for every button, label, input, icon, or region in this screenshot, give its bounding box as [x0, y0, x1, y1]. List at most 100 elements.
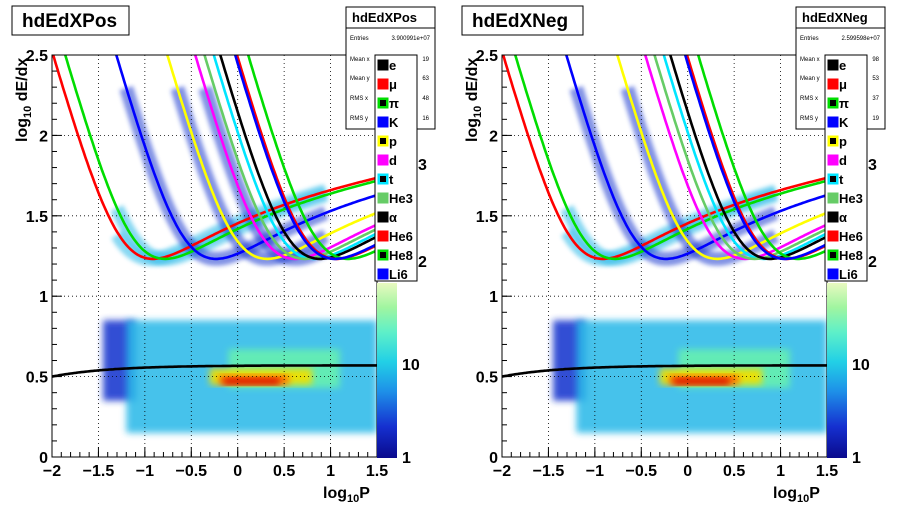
legend-swatch-inner — [830, 138, 836, 144]
x-tick-label: 1 — [326, 463, 335, 480]
stats-label-rmsy: RMS y — [800, 116, 818, 122]
y-tick-label: 2.5 — [476, 48, 498, 65]
legend-label: t — [389, 172, 394, 187]
legend-swatch-inner — [380, 157, 386, 163]
legend-swatch-inner — [830, 81, 836, 87]
curve-1 — [502, 55, 827, 261]
legend-label: Li6 — [839, 267, 858, 282]
heat-band-5 — [223, 378, 280, 385]
x-tick-label: −0.5 — [625, 463, 657, 480]
x-tick-label: 0.5 — [723, 463, 745, 480]
panel-title: hdEdXNeg — [472, 11, 568, 32]
legend-label: μ — [839, 77, 847, 92]
curve-8 — [668, 55, 827, 261]
x-tick-label: 1.5 — [816, 463, 838, 480]
legend-label: He8 — [389, 248, 413, 263]
heat-band-5 — [673, 378, 730, 385]
stats-label-rmsx: RMS x — [800, 96, 818, 102]
z-tick-label-10: 10 — [402, 357, 420, 374]
legend-swatch-inner — [380, 119, 386, 125]
stats-label-meanx: Mean x — [350, 57, 370, 63]
legend-swatch-inner — [830, 176, 836, 182]
legend-swatch-inner — [380, 100, 386, 106]
y-tick-label: 1.5 — [26, 209, 48, 226]
legend-swatch-inner — [830, 271, 836, 277]
stats-title: hdEdXPos — [352, 10, 417, 25]
legend-frame — [824, 54, 868, 282]
legend-swatch-inner — [380, 138, 386, 144]
y-tick-label: 2.5 — [26, 48, 48, 65]
x-tick-label: −0.5 — [175, 463, 207, 480]
legend-label: K — [389, 115, 399, 130]
legend-swatch-inner — [830, 100, 836, 106]
legend-swatch-inner — [380, 252, 386, 258]
x-tick-label: 0 — [233, 463, 242, 480]
x-axis-label: log10P — [323, 485, 370, 505]
legend-swatch-inner — [830, 195, 836, 201]
stats-label-entries: Entries — [800, 36, 819, 42]
curve-0 — [502, 364, 827, 378]
y-tick-label: 1 — [39, 289, 48, 306]
stats-value-meanx: 19 — [422, 57, 429, 63]
x-axis-label: log10P — [773, 485, 820, 505]
y-tick-label: 1 — [489, 289, 498, 306]
legend-frame — [374, 54, 418, 282]
x-tick-label: 0 — [683, 463, 692, 480]
stats-label-entries: Entries — [350, 36, 369, 42]
z-tick-label-1: 1 — [402, 450, 411, 467]
y-tick-label: 0.5 — [476, 370, 498, 387]
y-axis-label: log10 dE/dx — [464, 58, 484, 142]
curve-2 — [63, 55, 377, 261]
legend-swatch-inner — [380, 214, 386, 220]
legend-swatch-inner — [380, 271, 386, 277]
curve-3 — [564, 55, 827, 261]
title-box — [11, 5, 130, 36]
z-tick-label-1: 1 — [852, 450, 861, 467]
legend-label: α — [389, 210, 397, 225]
legend-swatch-inner — [830, 119, 836, 125]
curve-2 — [513, 55, 827, 261]
curve-11 — [233, 55, 377, 261]
curve-4 — [165, 55, 377, 261]
color-scale: 10 1 3 2 — [377, 157, 427, 467]
legend-swatch-inner — [380, 176, 386, 182]
y-tick-label: 0 — [489, 450, 498, 467]
title-box — [461, 5, 584, 36]
color-scale: 10 1 3 2 — [827, 157, 877, 467]
stats-title: hdEdXNeg — [802, 10, 868, 25]
panel-title: hdEdXPos — [22, 11, 117, 32]
x-tick-label: 0.5 — [273, 463, 295, 480]
stats-label-rmsx: RMS x — [350, 96, 368, 102]
stats-value-rmsx: 37 — [872, 96, 879, 102]
legend-swatch-inner — [380, 62, 386, 68]
stats-label-meany: Mean y — [800, 76, 820, 82]
z-side-mark-2: 2 — [418, 254, 427, 271]
legend-swatch-inner — [830, 62, 836, 68]
y-tick-labels: 0 0.5 1 1.5 2 2.5 — [476, 48, 498, 467]
legend-label: p — [389, 134, 397, 149]
y-tick-label: 2 — [489, 128, 498, 145]
x-tick-label: −1.5 — [83, 463, 115, 480]
legend-swatch-inner — [380, 195, 386, 201]
legend-swatch-inner — [830, 252, 836, 258]
z-tick-label-10: 10 — [852, 357, 870, 374]
x-tick-label: −2 — [493, 463, 511, 480]
z-side-mark-2: 2 — [868, 254, 877, 271]
stats-label-rmsy: RMS y — [350, 116, 368, 122]
legend-label: Li6 — [389, 267, 408, 282]
panel-hdedxpos: −2 −1.5 −1 −0.5 0 0.5 1 1.5 0 0.5 1 1.5 2 2.5 hdEdXP… — [11, 5, 436, 505]
stats-value-rmsy: 16 — [422, 116, 429, 122]
color-scale-bar — [377, 283, 397, 458]
legend-label: d — [389, 153, 397, 168]
legend-swatch-inner — [830, 214, 836, 220]
x-tick-labels: −2 −1.5 −1 −0.5 0 0.5 1 1.5 — [493, 463, 838, 480]
y-tick-label: 0 — [39, 450, 48, 467]
curve-1 — [52, 55, 377, 261]
legend-swatch-inner — [830, 157, 836, 163]
stats-label-meanx: Mean x — [800, 57, 820, 63]
stats-value-entries: 2.599598e+07 — [841, 36, 880, 42]
z-side-mark-3: 3 — [868, 157, 877, 174]
